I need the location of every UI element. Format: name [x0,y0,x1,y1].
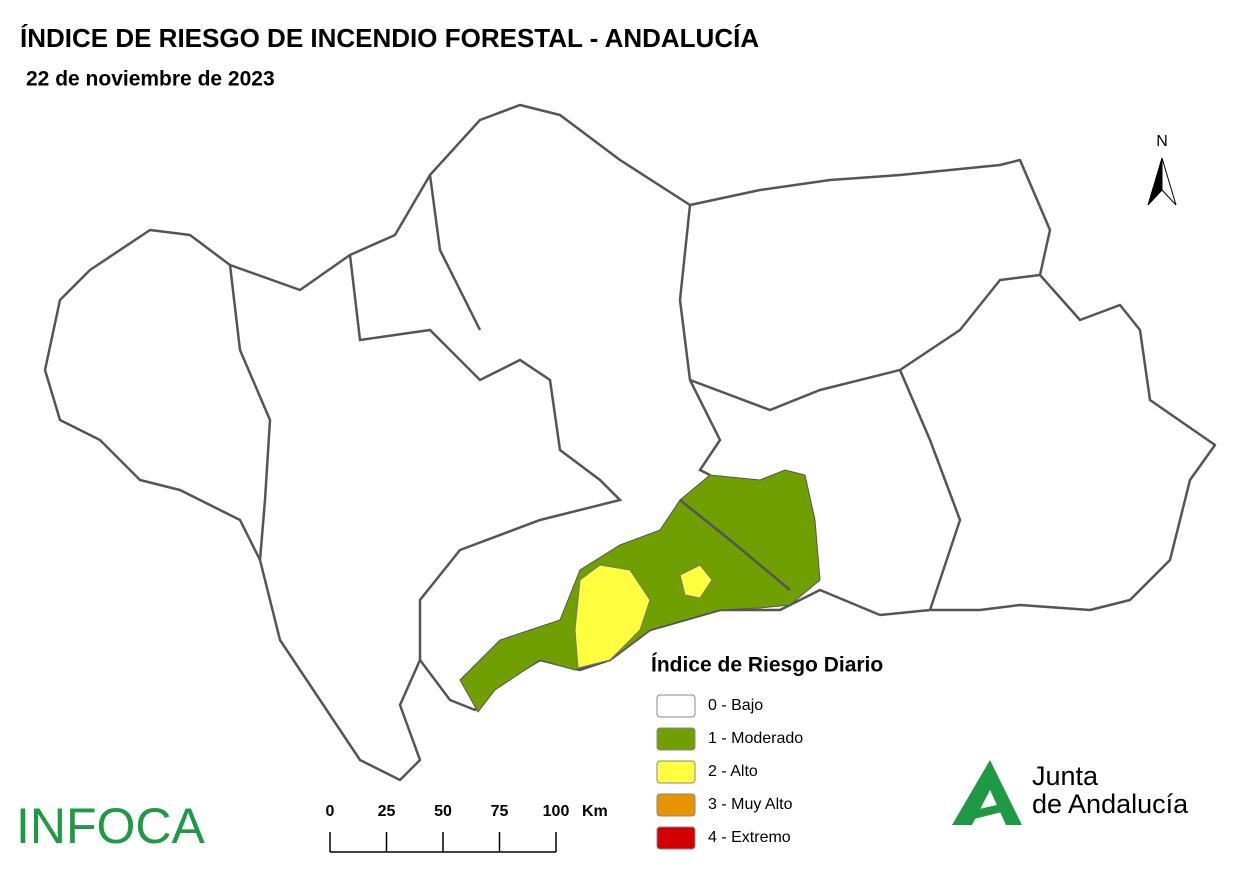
high-zone [574,564,651,669]
scale-label: 100 [543,803,570,820]
province-borders [228,174,1041,660]
scale-bar: 0 25 50 75 100 Km [326,803,608,853]
legend-swatch [656,694,696,718]
legend-label: 3 - Muy Alto [708,796,793,813]
legend-title: Índice de Riesgo Diario [651,654,883,677]
legend-swatch [656,727,696,751]
scale-label: 75 [491,803,509,820]
north-arrow: N [1147,133,1177,206]
high-zone [679,564,713,599]
legend-swatch [656,760,696,784]
title: ÍNDICE DE RIESGO DE INCENDIO FORESTAL - … [20,23,759,53]
subtitle: 22 de noviembre de 2023 [26,68,275,91]
junta-logo: Junta de Andalucía [952,760,1189,825]
junta-line1: Junta [1032,761,1099,791]
scale-unit: Km [582,803,608,820]
infoca-logo: INFOCA [16,798,206,854]
scale-label: 25 [378,803,396,820]
region-outline [43,103,1217,782]
legend-label: 0 - Bajo [708,697,763,714]
scale-label: 50 [434,803,452,820]
legend: 0 - Bajo 1 - Moderado 2 - Alto 3 - Muy Alto… [656,694,803,850]
legend-label: 1 - Moderado [708,730,803,747]
legend-label: 2 - Alto [708,763,758,780]
legend-label: 4 - Extremo [708,829,791,846]
north-label: N [1156,133,1168,150]
legend-swatch [656,826,696,850]
map [43,103,1217,782]
legend-swatch [656,793,696,817]
junta-line2: de Andalucía [1032,789,1189,819]
scale-label: 0 [326,803,335,820]
